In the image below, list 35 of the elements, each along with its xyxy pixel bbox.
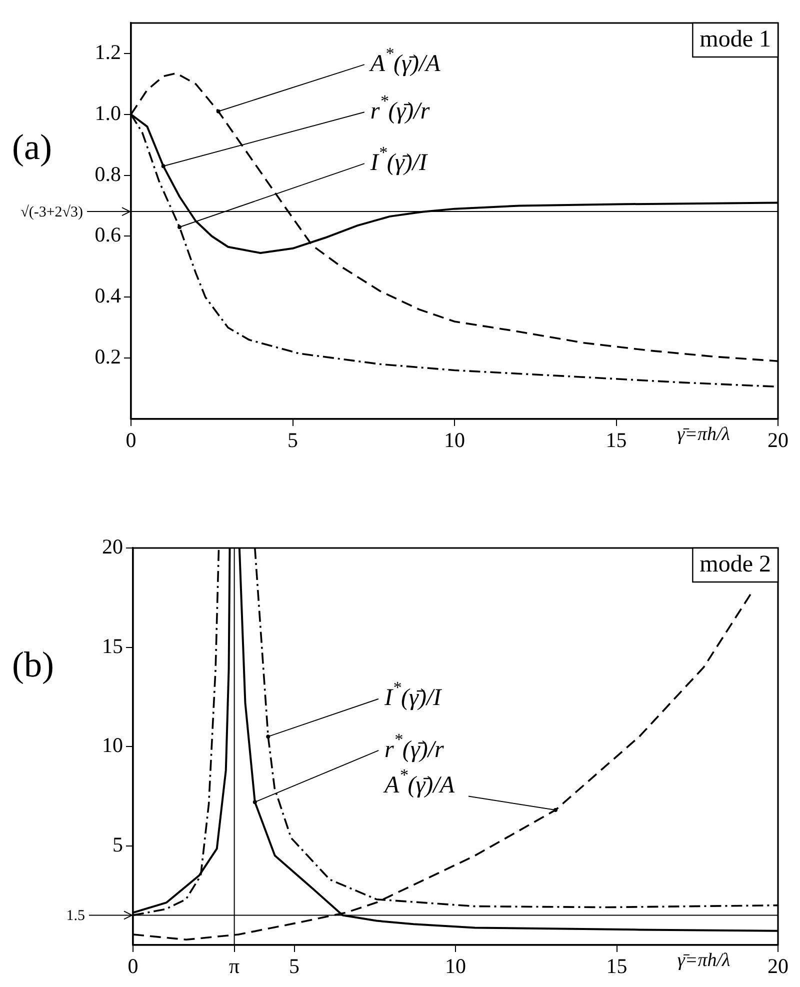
x-tick-label: 5 xyxy=(288,428,298,452)
text: r*(γ̄)/r xyxy=(384,730,444,763)
text: A*(γ̄)/A xyxy=(382,766,455,799)
text: I*(γ̄)/I xyxy=(384,678,442,712)
text: (a) xyxy=(12,127,52,168)
text: I*(γ̄)/I xyxy=(369,142,428,176)
x-tick-label: 0 xyxy=(128,954,138,978)
x-tick-label: 10 xyxy=(445,954,466,978)
x-tick-label: 0 xyxy=(126,428,136,452)
x-axis-title: γ̄=πh/λ xyxy=(677,424,730,445)
y-tick-label: 10 xyxy=(102,733,123,758)
chart-subtitle: mode 2 xyxy=(700,551,772,578)
x-tick-label: 15 xyxy=(606,428,627,452)
x-tick-label: 15 xyxy=(606,954,628,978)
y-tick-label: 0.6 xyxy=(94,222,121,247)
y-tick-label: 1.2 xyxy=(94,40,121,64)
text: r*(γ̄)/r xyxy=(370,91,430,124)
text: A*(γ̄)/A xyxy=(368,44,441,77)
ref-line-label: √(-3+2√3) xyxy=(20,204,84,220)
y-tick-label: 20 xyxy=(102,534,123,559)
y-tick-label: 0.8 xyxy=(94,162,121,186)
chart-subtitle: mode 1 xyxy=(700,26,772,52)
x-tick-label: 5 xyxy=(289,954,300,978)
y-tick-label: 1.0 xyxy=(94,100,121,125)
x-tick-label: 20 xyxy=(768,954,788,978)
ref-line-label: 1.5 xyxy=(66,908,85,924)
y-tick-label: 5 xyxy=(112,832,123,856)
x-tick-label: 10 xyxy=(444,428,465,452)
y-tick-label: 0.4 xyxy=(94,284,122,308)
y-tick-label: 15 xyxy=(102,634,123,658)
text: (b) xyxy=(12,644,54,685)
x-tick-label: π xyxy=(229,954,240,978)
y-tick-label: 0.2 xyxy=(94,344,121,369)
x-axis-title: γ̄=πh/λ xyxy=(677,950,730,971)
x-tick-label: 20 xyxy=(768,428,788,452)
